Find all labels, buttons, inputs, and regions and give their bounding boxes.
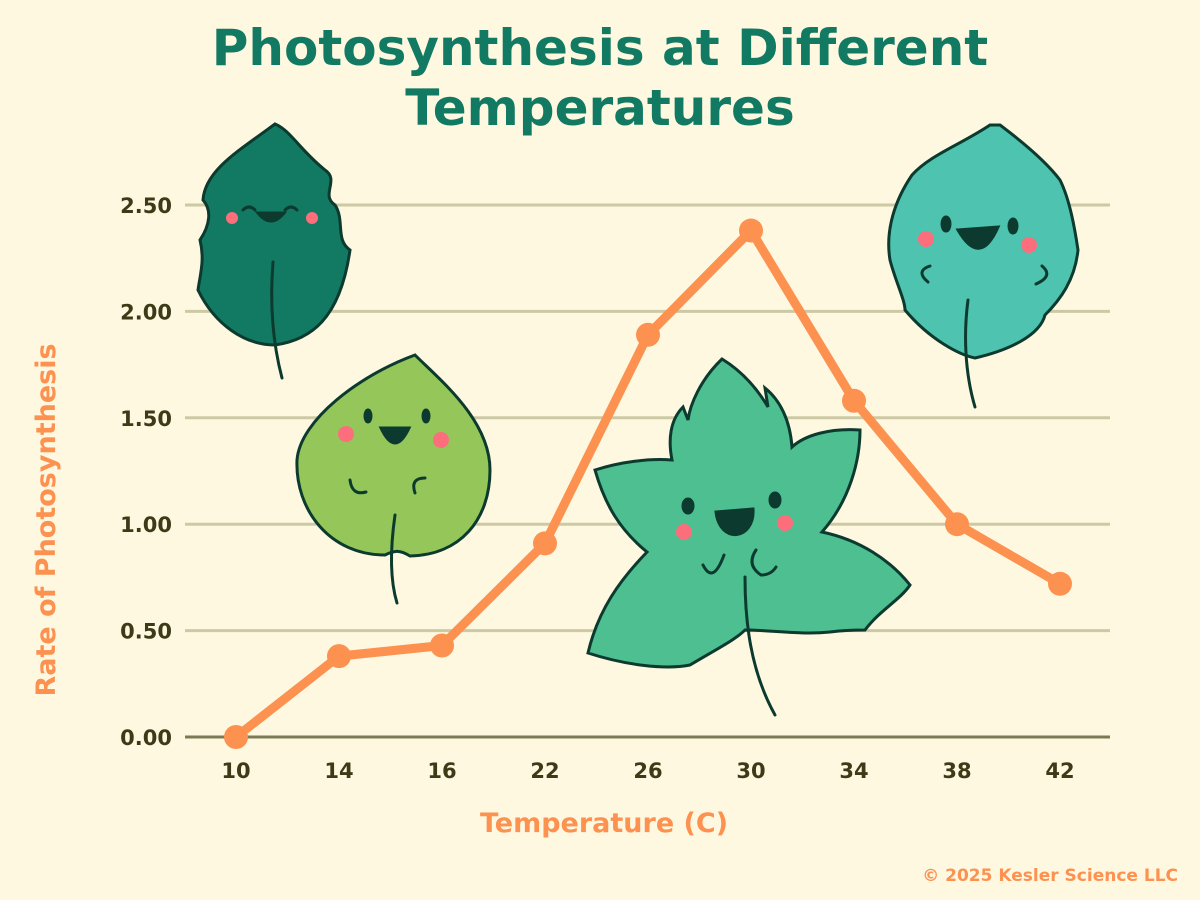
x-tick-label: 14	[324, 759, 353, 783]
data-point	[1048, 571, 1072, 596]
copyright-credit: © 2025 Kesler Science LLC	[922, 866, 1178, 886]
y-axis-label: Rate of Photosynthesis	[31, 343, 62, 696]
y-tick-label: 1.50	[120, 407, 172, 431]
y-tick-label: 0.00	[120, 726, 172, 750]
y-tick-label: 1.00	[120, 513, 172, 537]
smiling-serrated-leaf-icon	[887, 123, 1080, 409]
x-axis-label: Temperature (C)	[480, 808, 728, 839]
data-point	[945, 512, 969, 537]
data-point	[224, 725, 248, 749]
x-tick-label: 30	[736, 759, 765, 783]
data-point	[327, 644, 351, 669]
x-tick-label: 10	[221, 759, 250, 783]
chart-title: Photosynthesis at Different Temperatures	[0, 18, 1200, 138]
title-line-1: Photosynthesis at Different	[211, 19, 989, 77]
y-tick-label: 2.00	[120, 300, 172, 324]
data-point	[533, 531, 557, 556]
y-tick-label: 0.50	[120, 620, 172, 644]
title-line-2: Temperatures	[405, 79, 795, 137]
data-point	[636, 322, 660, 347]
data-point	[842, 388, 866, 413]
x-tick-label: 26	[633, 759, 662, 783]
smiling-leaf-icon	[196, 122, 352, 380]
smiling-heart-leaf-icon	[295, 353, 492, 605]
x-tick-label: 42	[1045, 759, 1074, 783]
x-tick-label: 34	[839, 759, 868, 783]
x-tick-label: 38	[942, 759, 971, 783]
data-point	[739, 218, 763, 243]
smiling-maple-leaf-icon	[586, 357, 912, 717]
x-tick-label: 16	[427, 759, 456, 783]
data-point	[430, 633, 454, 658]
y-tick-label: 2.50	[120, 194, 172, 218]
x-tick-label: 22	[530, 759, 559, 783]
